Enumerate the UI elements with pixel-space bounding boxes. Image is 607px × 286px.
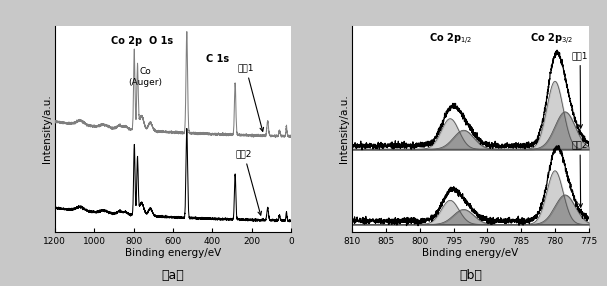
Text: Co
(Auger): Co (Auger) [128,67,163,87]
Y-axis label: Intensity/a.u.: Intensity/a.u. [42,94,52,163]
Text: 产品1: 产品1 [238,63,263,131]
X-axis label: Binding energy/eV: Binding energy/eV [125,248,221,258]
Text: （b）: （b） [459,269,482,282]
Text: 产品1: 产品1 [572,51,588,128]
Text: Co 2p: Co 2p [111,36,142,46]
Text: 产品2: 产品2 [236,150,262,215]
Text: 产品2: 产品2 [572,140,588,207]
Text: Co 2p$_{1/2}$: Co 2p$_{1/2}$ [429,31,472,47]
Text: （a）: （a） [161,269,185,282]
Y-axis label: Intensity/a.u.: Intensity/a.u. [339,94,349,163]
Text: C 1s: C 1s [206,53,229,63]
Text: O 1s: O 1s [149,36,173,46]
Text: Co 2p$_{3/2}$: Co 2p$_{3/2}$ [530,31,573,47]
X-axis label: Binding energy/eV: Binding energy/eV [422,248,518,258]
